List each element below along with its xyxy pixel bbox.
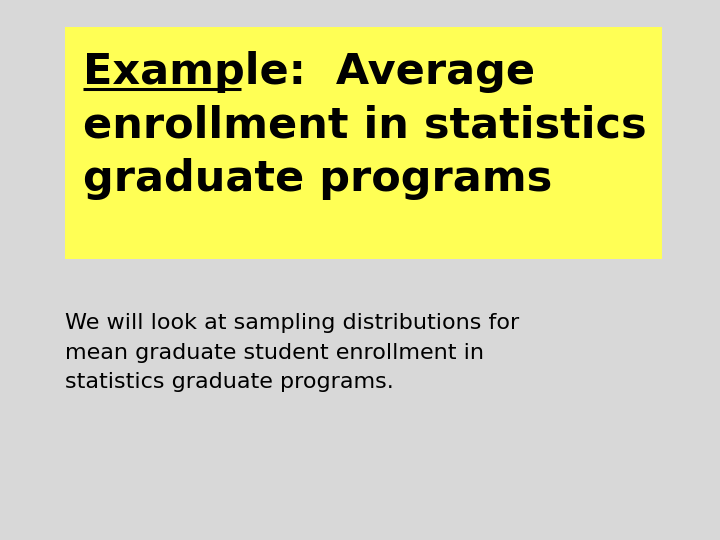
Text: Example:  Average
enrollment in statistics
graduate programs: Example: Average enrollment in statistic…: [83, 51, 647, 200]
Text: We will look at sampling distributions for
mean graduate student enrollment in
s: We will look at sampling distributions f…: [65, 313, 519, 393]
FancyBboxPatch shape: [65, 27, 662, 259]
